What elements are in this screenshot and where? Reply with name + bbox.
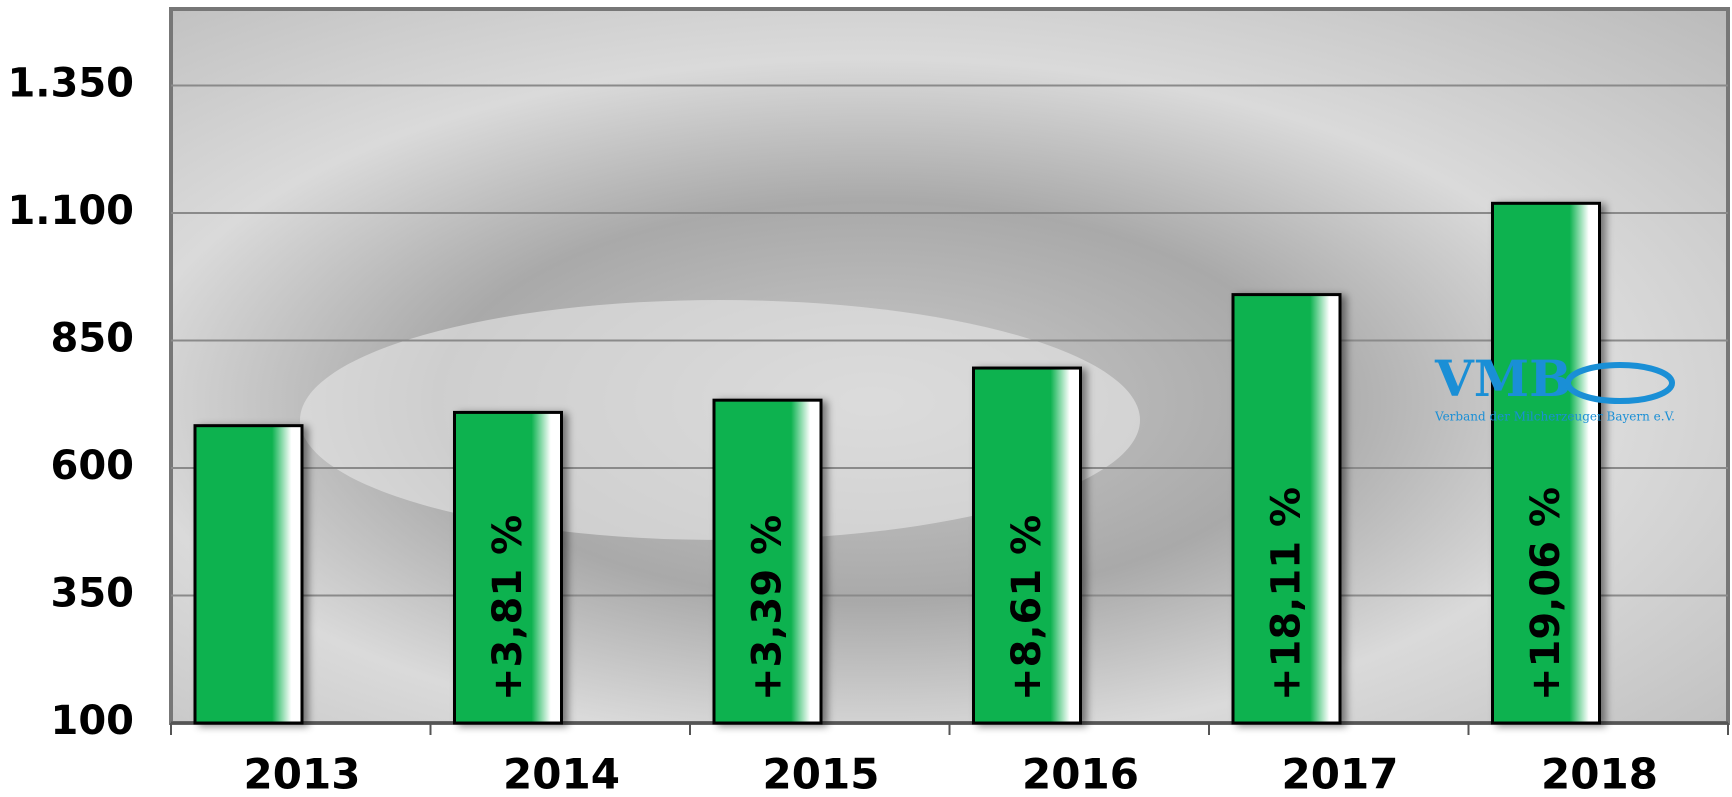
x-tick-label: 2017 <box>1282 750 1399 797</box>
bar-annotation: +8,61 % <box>1004 515 1050 701</box>
x-tick-label: 2014 <box>503 750 620 797</box>
logo: VMB Verband der Milcherzeuger Bayern e.V… <box>1434 349 1675 424</box>
bar <box>453 410 563 725</box>
bar <box>972 366 1082 725</box>
bar <box>1491 201 1601 725</box>
bar <box>1231 293 1342 725</box>
x-tick-label: 2018 <box>1541 750 1658 797</box>
y-tick-label: 1.350 <box>7 61 134 107</box>
bar-annotation: +18,11 % <box>1264 487 1310 701</box>
y-tick-label: 1.100 <box>7 188 134 234</box>
logo-subtitle: Verband der Milcherzeuger Bayern e.V. <box>1434 410 1675 424</box>
logo-title: VMB <box>1434 349 1571 408</box>
logo-icon <box>1565 362 1675 404</box>
y-tick-label: 600 <box>51 443 135 489</box>
bar-annotation: +3,39 % <box>745 515 791 701</box>
bar-annotation: +3,81 % <box>485 515 531 701</box>
x-tick-label: 2016 <box>1022 750 1139 797</box>
y-tick-label: 100 <box>51 698 135 744</box>
y-tick-label: 850 <box>51 316 135 362</box>
y-tick-label: 350 <box>51 571 135 617</box>
x-tick-label: 2015 <box>763 750 880 797</box>
bar <box>193 424 304 725</box>
x-tick-label: 2013 <box>244 750 361 797</box>
bar <box>712 398 823 725</box>
bar-annotation: +19,06 % <box>1523 487 1569 701</box>
